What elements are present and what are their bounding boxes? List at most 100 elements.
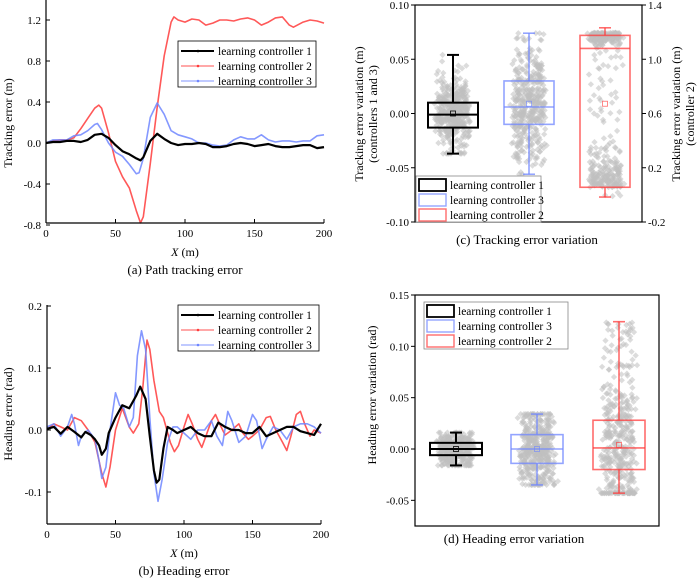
panel-a-plot-area — [45, 16, 325, 224]
scatter-point — [606, 482, 613, 490]
scatter-point — [509, 60, 516, 68]
scatter-point — [438, 462, 445, 469]
legend-label: learning controller 1 — [218, 46, 312, 58]
legend-label: learning controller 3 — [218, 76, 312, 88]
panel-a-y-tick-label: -0.8 — [24, 220, 42, 232]
panel-c-y-tick-label: 0.10 — [390, 0, 410, 12]
scatter-point — [438, 58, 446, 65]
scatter-point — [592, 56, 599, 63]
legend-label: learning controller 3 — [458, 321, 552, 333]
panel-a-xlabel: X (m) — [170, 245, 199, 259]
scatter-point — [586, 106, 594, 113]
scatter-point — [437, 434, 445, 441]
scatter-point — [596, 49, 604, 57]
panel-c-ylabel-right-line1: Tracking error variation (m) — [669, 46, 683, 181]
scatter-point — [624, 331, 631, 338]
scatter-point — [454, 144, 462, 151]
panel-b-x-tick-label: 100 — [176, 529, 193, 541]
scatter-point — [551, 481, 558, 489]
series-line-learning-controller-2 — [45, 16, 325, 224]
legend-swatch-learning-controller-3 — [418, 193, 447, 207]
legend-swatch-learning-controller-1 — [426, 304, 455, 318]
panel-c-legend: learning controller 1 learning controller… — [415, 175, 544, 223]
scatter-point — [626, 320, 633, 327]
scatter-point — [520, 414, 527, 422]
scatter-point — [439, 150, 447, 157]
panel-d-y-tick-label: 0.15 — [390, 290, 410, 302]
box-learning-controller-2 — [579, 34, 631, 189]
panel-b-axes: 0 50 100 150 200 -0.1 0.0 0.1 0.2 — [25, 301, 330, 541]
scatter-point — [618, 371, 625, 378]
panel-c-y-tick-label: -0.10 — [386, 217, 409, 229]
scatter-point — [531, 423, 538, 431]
scatter-point — [518, 66, 526, 73]
mean-marker — [534, 446, 540, 452]
scatter-point — [536, 416, 544, 423]
series-line-learning-controller-1 — [45, 132, 325, 162]
panel-d-plot-area — [429, 319, 646, 497]
legend-marker-learning-controller-3 — [196, 343, 200, 347]
panel-c-right-y-tick-label: 1.0 — [648, 54, 662, 66]
legend-marker-learning-controller-2 — [196, 328, 200, 332]
scatter-point — [525, 436, 533, 444]
scatter-point — [608, 99, 616, 106]
scatter-point — [619, 469, 626, 476]
scatter-point — [630, 478, 638, 486]
panel-b-y-tick-label: 0.2 — [28, 301, 42, 313]
panel-d-y-tick-label: 0.10 — [390, 341, 410, 353]
scatter-point — [439, 51, 446, 59]
scatter-point — [601, 453, 608, 461]
scatter-point — [435, 429, 443, 436]
legend-label: learning controller 2 — [218, 61, 312, 73]
scatter-point — [618, 377, 625, 384]
scatter-point — [607, 358, 614, 365]
panel-a-x-tick-label: 100 — [177, 228, 194, 240]
panel-d-y-tick-label: 0.00 — [390, 444, 410, 456]
panel-c-ylabel-right-line2: (controller 2) — [683, 82, 697, 146]
scatter-point — [450, 442, 458, 449]
scatter-point — [607, 348, 614, 355]
scatter-point — [600, 354, 608, 361]
scatter-point — [605, 366, 613, 373]
legend-swatch-learning-controller-2 — [426, 334, 455, 348]
panel-a-x-tick-label: 150 — [246, 228, 263, 240]
scatter-point — [616, 108, 623, 116]
panel-c-right-y-tick-label: 0.2 — [648, 163, 662, 175]
series-line-learning-controller-3 — [46, 329, 322, 503]
series-line-learning-controller-2 — [46, 339, 322, 488]
scatter-point — [627, 325, 634, 332]
panel-a-y-tick-label: 1.2 — [27, 15, 41, 27]
panel-c-y-tick-label: 0.05 — [390, 54, 410, 66]
scatter-point — [594, 112, 601, 119]
scatter-point — [616, 432, 623, 439]
scatter-point — [466, 429, 474, 436]
scatter-point — [630, 398, 637, 405]
scatter-point — [633, 460, 640, 467]
legend-label: learning controller 3 — [218, 340, 312, 352]
panel-b-legend-frame — [177, 304, 320, 352]
box-learning-controller-2 — [592, 419, 646, 471]
scatter-point — [626, 379, 633, 386]
scatter-point — [434, 462, 442, 469]
scatter-point — [628, 391, 635, 398]
mean-marker — [602, 100, 608, 107]
scatter-point — [607, 133, 614, 140]
scatter-points-learning-controller-2 — [584, 29, 628, 200]
scatter-point — [591, 138, 598, 146]
panel-b-y-tick-label: 0.1 — [28, 363, 42, 375]
scatter-point — [590, 92, 598, 99]
panel-c-ylabel-left-line1: Tracking error variation (m) — [352, 46, 366, 181]
scatter-point — [446, 456, 453, 463]
scatter-point — [464, 462, 472, 469]
scatter-point — [595, 84, 602, 92]
panel-d-frame — [414, 294, 660, 527]
panel-b-plot-area — [46, 329, 322, 503]
panel-d-heading-error-variation: -0.05 0.00 0.05 0.10 0.15 Heading error vari… — [365, 290, 660, 546]
scatter-point — [438, 442, 445, 450]
legend-marker-learning-controller-2 — [196, 64, 200, 68]
legend-label: learning controller 2 — [458, 336, 552, 348]
mean-marker — [616, 441, 622, 448]
mean-marker — [450, 110, 456, 117]
scatter-point — [607, 54, 615, 61]
panel-a-y-tick-label: -0.4 — [24, 179, 42, 191]
